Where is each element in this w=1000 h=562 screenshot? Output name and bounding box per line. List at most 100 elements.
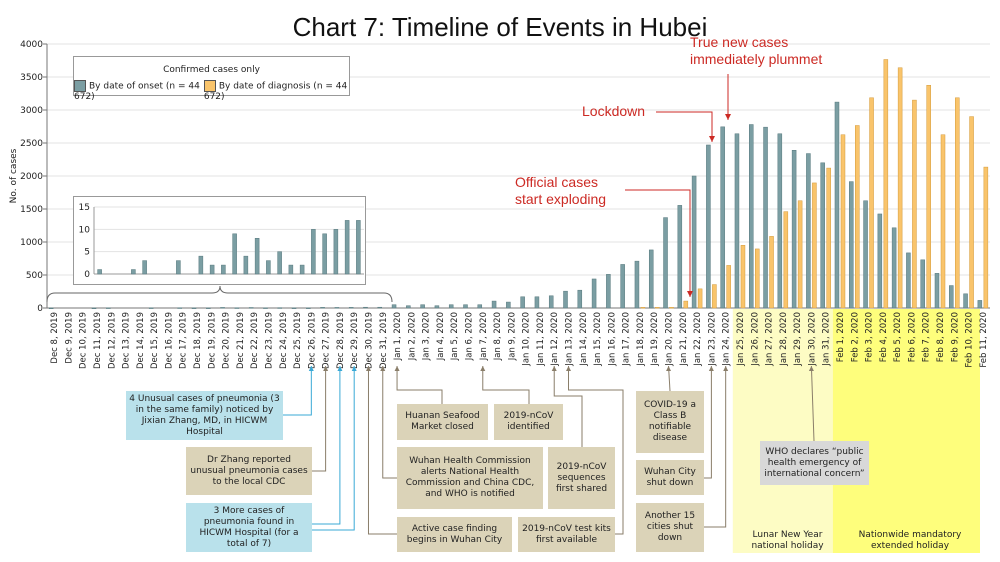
bar-diagnosis <box>869 97 874 309</box>
bar-diagnosis <box>797 200 803 309</box>
arrow-lockdown-head <box>709 136 715 142</box>
arrow-official-cases-head <box>687 291 693 297</box>
bar-diagnosis <box>812 182 817 309</box>
legend-label-diagnosis: By date of diagnosis (n = 44 672) <box>203 81 348 103</box>
bar-onset <box>177 307 182 309</box>
bar-onset <box>606 274 611 309</box>
inset-chart-frame <box>73 196 366 285</box>
x-tick-label: Dec 9, 2019 <box>64 312 74 364</box>
bar-onset <box>834 101 840 309</box>
connector-ncov-identified-head <box>480 366 486 371</box>
x-tick-label: Feb 1, 2020 <box>836 312 846 362</box>
inset-y-tick-label: 0 <box>84 270 90 280</box>
bar-diagnosis <box>697 288 703 309</box>
inset-bar-onset <box>288 264 294 275</box>
bar-onset <box>306 307 311 309</box>
event-unusual-cases-noticed: 4 Unusual cases of pneumonia (3 in the s… <box>126 391 283 440</box>
connector-sequences-shared <box>553 366 583 447</box>
x-tick-label: Feb 7, 2020 <box>922 312 932 362</box>
inset-bar-onset <box>322 233 327 275</box>
x-tick-label: Jan 14, 2020 <box>579 312 589 367</box>
inset-bar-onset <box>97 269 102 275</box>
x-tick-label: Feb 10, 2020 <box>965 312 975 368</box>
arrow-lockdown <box>656 111 713 142</box>
lunar-new-year-band <box>732 309 833 553</box>
x-tick-label: Jan 4, 2020 <box>436 312 446 361</box>
x-tick-label: Jan 9, 2020 <box>507 312 517 361</box>
bar-onset <box>220 307 225 309</box>
y-tick-label: 500 <box>26 271 43 281</box>
x-tick-label: Jan 18, 2020 <box>636 312 646 367</box>
x-tick-label: Jan 28, 2020 <box>779 312 789 367</box>
bar-onset <box>663 217 668 309</box>
bar-diagnosis <box>654 307 660 309</box>
connector-zhang-reported-head <box>323 366 329 371</box>
connector-wuhan-shut-down-head <box>708 366 714 371</box>
bar-onset <box>377 306 383 309</box>
connector-more-cases-a <box>312 366 341 525</box>
bar-onset <box>734 133 740 309</box>
y-axis-label: No. of cases <box>9 148 19 203</box>
x-tick-label: Dec 14, 2019 <box>136 312 146 369</box>
inset-bar-onset <box>277 251 282 275</box>
bar-onset <box>891 227 897 309</box>
annotation-plummet: True new cases immediately plummet <box>690 34 823 67</box>
connector-market-closed-head <box>394 366 400 371</box>
bar-onset <box>206 307 211 309</box>
connector-more-cases-b-head <box>351 366 357 371</box>
bar-diagnosis <box>640 307 646 309</box>
bar-diagnosis <box>769 236 774 309</box>
bar-onset <box>191 307 197 309</box>
bar-diagnosis <box>969 116 974 309</box>
x-tick-label: Dec 10, 2019 <box>79 312 89 369</box>
bar-diagnosis <box>940 134 946 309</box>
x-tick-label: Dec 8, 2019 <box>50 312 60 364</box>
x-tick-label: Dec 30, 2019 <box>364 312 374 369</box>
connector-zhang-reported <box>312 366 327 472</box>
x-tick-label: Jan 3, 2020 <box>422 312 432 361</box>
nationwide-holiday-band <box>832 309 980 553</box>
x-tick-label: Feb 11, 2020 <box>979 312 989 368</box>
event-active-case-finding: Active case finding begins in Wuhan City <box>397 517 512 552</box>
event-wuhan-shut-down: Wuhan City shut down <box>636 460 704 495</box>
inset-bar-onset <box>131 269 136 275</box>
band-label-lunar-new-year: Lunar New Year national holiday <box>751 530 824 551</box>
x-tick-label: Dec 23, 2019 <box>264 312 274 369</box>
connector-test-kits-head <box>566 366 572 371</box>
event-who-notified: Wuhan Health Commission alerts National … <box>397 447 543 509</box>
inset-y-tick-label: 15 <box>79 203 90 213</box>
x-tick-label: Jan 2, 2020 <box>407 312 417 361</box>
x-tick-label: Jan 31, 2020 <box>822 312 832 367</box>
bar-diagnosis <box>826 167 831 309</box>
inset-bar-onset <box>299 264 305 275</box>
bar-onset <box>720 126 725 309</box>
bar-onset <box>620 264 625 309</box>
bar-onset <box>520 296 525 309</box>
y-tick-label: 2500 <box>20 139 43 149</box>
bar-onset <box>820 162 825 309</box>
event-ncov-identified: 2019-nCoV identified <box>494 404 563 440</box>
annotation-official-cases-exploding: Official cases start exploding <box>515 174 607 207</box>
inset-bar-onset <box>333 229 339 275</box>
bar-onset <box>234 307 240 309</box>
x-tick-label: Dec 24, 2019 <box>279 312 289 369</box>
bar-onset <box>91 307 97 309</box>
x-tick-label: Feb 9, 2020 <box>950 312 960 362</box>
x-tick-label: Dec 19, 2019 <box>207 312 217 369</box>
arrow-plummet-head <box>725 114 731 120</box>
bar-diagnosis <box>983 166 989 309</box>
bar-onset <box>563 290 568 309</box>
connector-market-closed <box>396 366 443 404</box>
x-tick-label: Feb 8, 2020 <box>936 312 946 362</box>
x-tick-label: Dec 20, 2019 <box>222 312 232 369</box>
x-tick-label: Jan 23, 2020 <box>707 312 717 367</box>
bar-onset <box>348 307 354 309</box>
legend-item-diagnosis: By date of diagnosis (n = 44 672) <box>203 80 349 103</box>
bar-diagnosis <box>883 59 889 309</box>
connector-more-cases-b <box>312 366 355 531</box>
bar-onset <box>477 304 483 309</box>
connector-active-case-finding-head <box>365 366 371 371</box>
x-tick-label: Jan 30, 2020 <box>807 312 817 367</box>
y-tick-label: 0 <box>37 304 43 314</box>
